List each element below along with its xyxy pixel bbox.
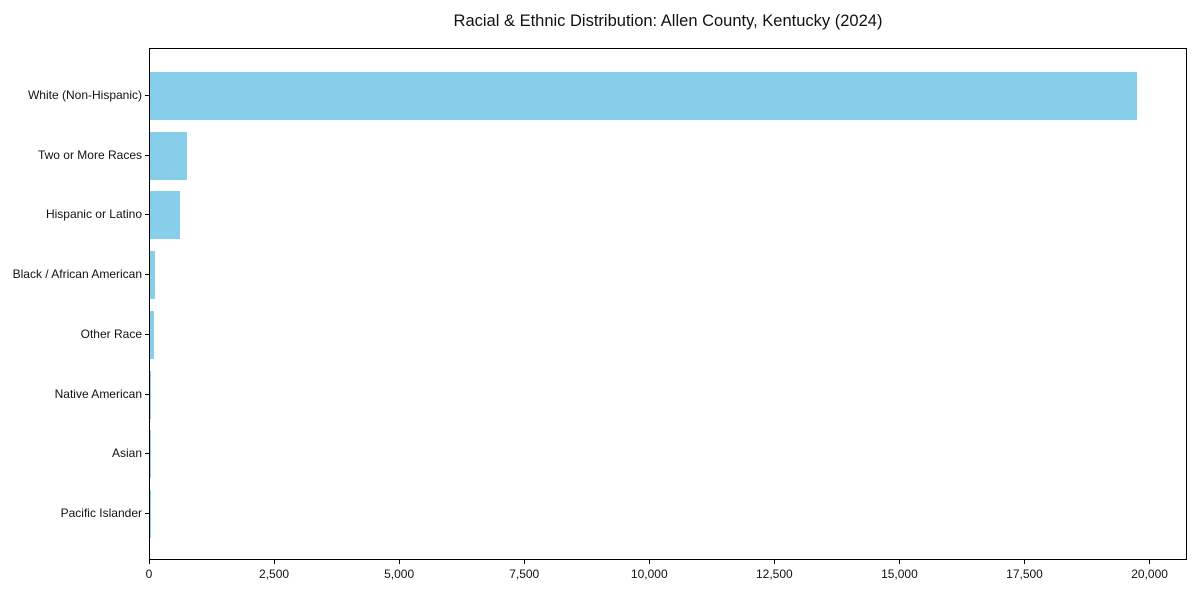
x-tick-label: 10,000 <box>630 567 668 581</box>
y-tick-mark <box>145 453 149 455</box>
x-tick-mark <box>773 560 775 564</box>
bar-hispanic-or-latino <box>150 191 180 240</box>
y-axis-label-native-american: Native American <box>54 386 142 401</box>
x-tick-label: 20,000 <box>1131 567 1168 581</box>
y-tick-mark <box>145 214 149 216</box>
y-axis-label-hispanic-or-latino: Hispanic or Latino <box>45 207 142 222</box>
x-tick-label: 15,000 <box>881 567 918 581</box>
y-tick-mark <box>145 95 149 97</box>
y-axis-label-other-race: Other Race <box>80 326 142 341</box>
y-tick-mark <box>145 154 149 156</box>
y-tick-mark <box>145 274 149 276</box>
y-axis-label-pacific-islander: Pacific Islander <box>60 505 142 520</box>
x-tick-mark <box>648 560 650 564</box>
x-tick-label: 0 <box>145 567 153 581</box>
bar-two-or-more-races <box>150 131 187 180</box>
x-tick-mark <box>398 560 400 564</box>
x-tick-label: 5,000 <box>384 567 415 581</box>
x-tick-mark <box>523 560 525 564</box>
y-axis-label-two-or-more-races: Two or More Races <box>37 147 142 162</box>
y-tick-mark <box>145 393 149 395</box>
y-tick-mark <box>145 512 149 514</box>
y-axis-label-asian: Asian <box>111 446 142 461</box>
bar-other-race <box>150 310 154 359</box>
y-tick-mark <box>145 333 149 335</box>
x-tick-mark <box>1149 560 1151 564</box>
bar-native-american <box>150 370 152 419</box>
x-tick-mark <box>273 560 275 564</box>
chart-title: Racial & Ethnic Distribution: Allen Coun… <box>453 12 883 30</box>
x-tick-mark <box>148 560 150 564</box>
x-tick-label: 7,500 <box>509 567 540 581</box>
x-tick-label: 12,500 <box>756 567 793 581</box>
x-tick-mark <box>1024 560 1025 564</box>
y-axis-label-black-african-american: Black / African American <box>12 267 142 282</box>
plot-area <box>149 48 1187 560</box>
bar-asian <box>150 430 151 479</box>
bar-black-african-american <box>150 251 155 300</box>
y-axis-label-white-non-hispanic: White (Non-Hispanic) <box>27 88 142 103</box>
x-tick-label: 17,500 <box>1006 567 1043 581</box>
x-tick-label: 2,500 <box>259 567 290 581</box>
bar-white-non-hispanic <box>150 72 1137 121</box>
x-tick-mark <box>898 560 900 564</box>
